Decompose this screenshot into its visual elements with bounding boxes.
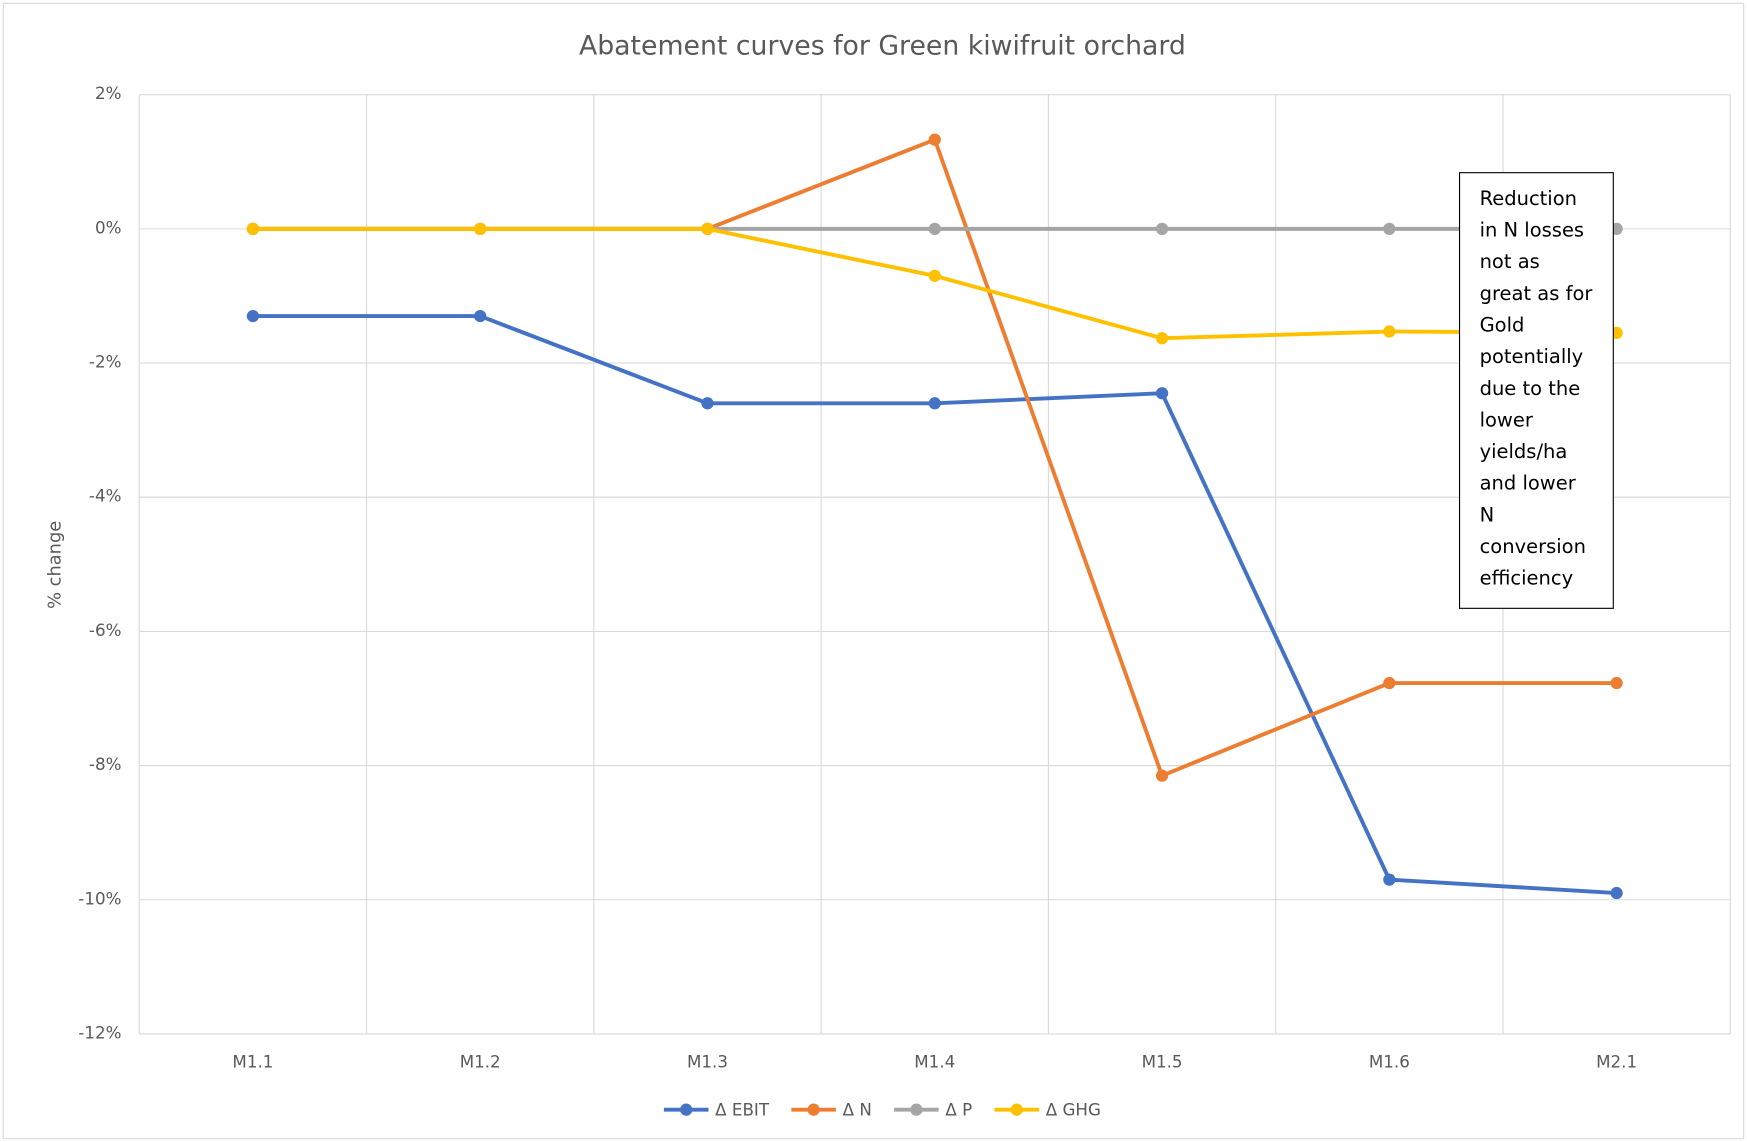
data-point [701, 222, 714, 236]
legend-marker [680, 1103, 693, 1116]
data-point [474, 222, 487, 236]
annotation-text: due to the [1480, 377, 1581, 400]
legend-item: Δ P [894, 1099, 972, 1119]
x-tick-label: M1.2 [460, 1051, 501, 1071]
x-tick-label: M2.1 [1596, 1051, 1637, 1071]
y-tick-label: -10% [78, 888, 121, 908]
annotation-text: conversion [1480, 535, 1586, 558]
y-tick-label: -6% [89, 620, 122, 640]
legend-item: Δ EBIT [663, 1099, 770, 1119]
annotation-text: N [1480, 503, 1495, 526]
legend-item: Δ N [791, 1099, 872, 1119]
legend-marker [807, 1103, 820, 1116]
annotation-text: Reduction [1480, 187, 1577, 210]
data-point [928, 133, 941, 146]
annotation-text: yields/ha [1480, 440, 1568, 463]
y-tick-label: 0% [95, 217, 122, 237]
data-point [1155, 222, 1169, 236]
data-point [1155, 387, 1169, 400]
y-tick-label: -8% [89, 754, 122, 774]
legend-marker [910, 1103, 923, 1116]
data-point [928, 397, 941, 410]
data-point [1610, 886, 1623, 900]
y-tick-label: 2% [95, 83, 122, 103]
annotation-text: lower [1480, 408, 1534, 431]
annotation-text: in N losses [1480, 219, 1585, 242]
annotation-text: efficiency [1480, 567, 1574, 590]
legend-item: Δ GHG [994, 1099, 1101, 1119]
data-point [928, 222, 941, 236]
data-point [701, 397, 714, 410]
data-point [1155, 769, 1169, 782]
legend: Δ EBIT Δ N Δ P Δ GHG [663, 1099, 1101, 1119]
x-tick-label: M1.6 [1369, 1051, 1410, 1071]
annotation-text: and lower [1480, 472, 1577, 495]
annotation-text: great as for [1480, 282, 1594, 305]
annotation-text: not as [1480, 250, 1540, 273]
y-tick-label: -2% [89, 352, 122, 372]
data-point [928, 269, 941, 282]
chart-title: Abatement curves for Green kiwifruit orc… [579, 30, 1186, 61]
data-point [1383, 222, 1396, 236]
data-point [474, 309, 487, 323]
legend-label: Δ N [843, 1099, 872, 1119]
y-axis-title: % change [45, 521, 66, 609]
x-tick-label: M1.5 [1142, 1051, 1183, 1071]
y-tick-label: -4% [89, 486, 122, 506]
x-tick-label: M1.1 [232, 1051, 273, 1071]
x-tick-label: M1.3 [687, 1051, 728, 1071]
data-point [246, 222, 260, 236]
annotation-box [1458, 172, 1614, 609]
y-tick-label: -12% [78, 1022, 121, 1042]
data-point [1383, 873, 1396, 886]
legend-label: Δ GHG [1046, 1099, 1101, 1119]
legend-marker [1010, 1103, 1023, 1116]
data-point [1383, 676, 1396, 690]
legend-label: Δ P [945, 1099, 972, 1119]
annotation-text: potentially [1480, 345, 1584, 368]
data-point [1383, 325, 1396, 338]
x-tick-label: M1.4 [914, 1051, 955, 1071]
legend-label: Δ EBIT [715, 1099, 770, 1119]
annotation-text: Gold [1480, 313, 1525, 336]
data-point [1155, 332, 1169, 345]
data-point [1610, 676, 1623, 690]
data-point [246, 309, 260, 323]
